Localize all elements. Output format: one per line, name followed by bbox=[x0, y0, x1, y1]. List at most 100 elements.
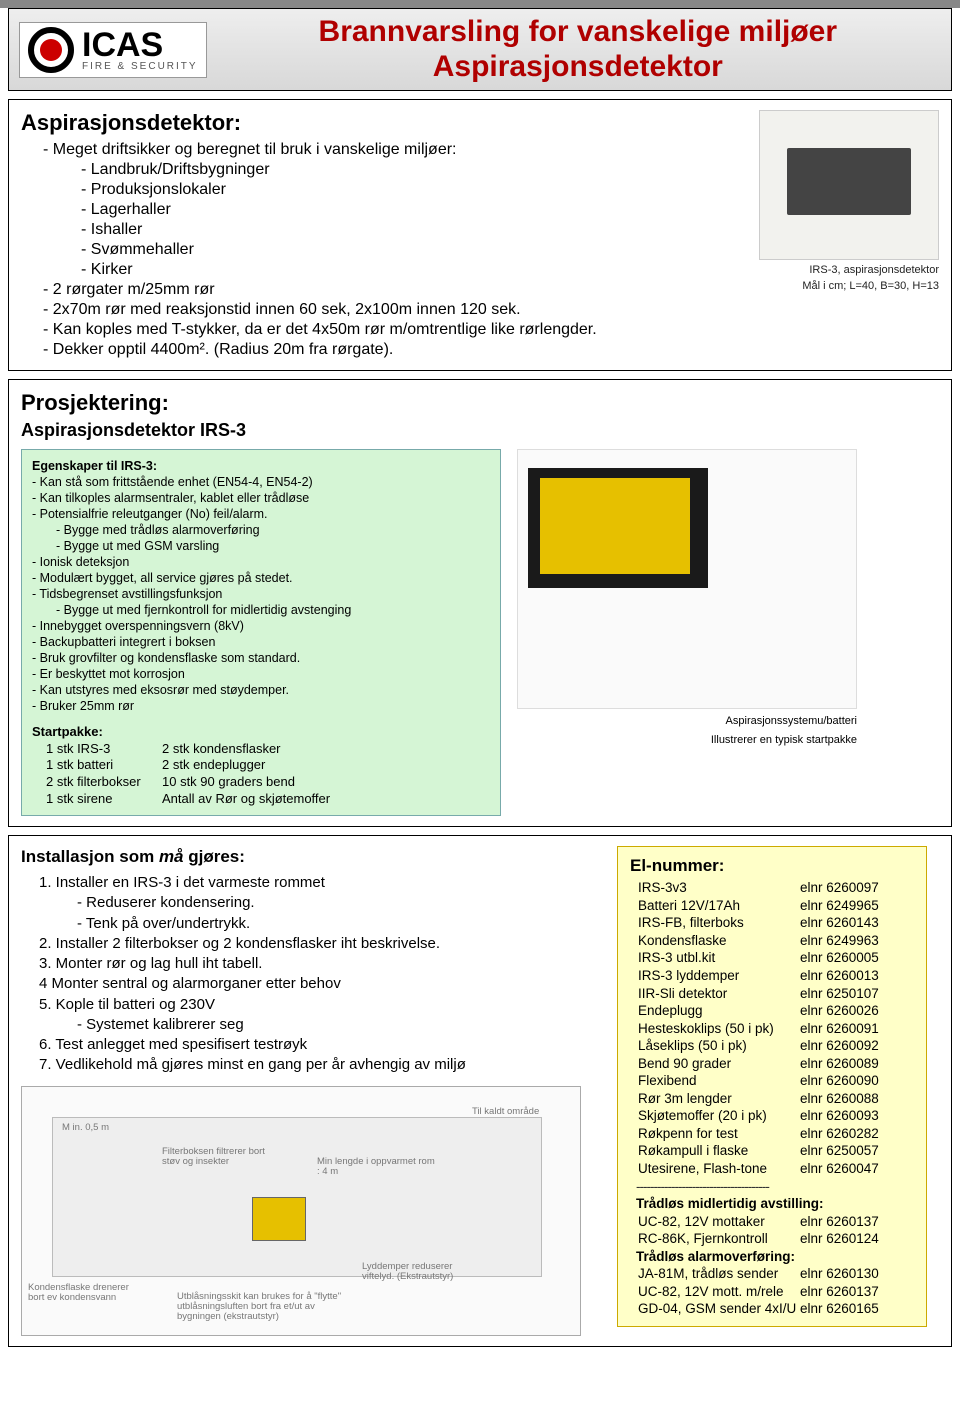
page-header: ICAS FIRE & SECURITY Brannvarsling for v… bbox=[8, 8, 952, 91]
elnr-row: Rør 3m lengderelnr 6260088 bbox=[630, 1090, 914, 1108]
section-installasjon: Installasjon som må gjøres: 1. Installer… bbox=[8, 835, 952, 1346]
section1-line: - Svømmehaller bbox=[21, 240, 703, 260]
section1-line: - Dekker opptil 4400m². (Radius 20m fra … bbox=[21, 340, 703, 360]
elnr-row: GD-04, GSM sender 4xI/Uelnr 6260165 bbox=[630, 1300, 914, 1318]
elnr-code: elnr 6260143 bbox=[800, 914, 879, 932]
elnr-name: Bend 90 grader bbox=[630, 1055, 800, 1073]
product-photo-irs3 bbox=[759, 110, 939, 260]
elnr-code: elnr 6249963 bbox=[800, 932, 879, 950]
section1-line: - Landbruk/Driftsbygninger bbox=[21, 160, 703, 180]
logo-sub: FIRE & SECURITY bbox=[82, 62, 198, 72]
kit-photo-block: Aspirasjonssystemu/batteri Illustrerer e… bbox=[517, 449, 857, 746]
elnr-code: elnr 6260088 bbox=[800, 1090, 879, 1108]
irs3-property-line: - Bygge ut med fjernkontroll for midlert… bbox=[32, 602, 490, 618]
elnr-code: elnr 6260093 bbox=[800, 1107, 879, 1125]
section2-subtitle: Aspirasjonsdetektor IRS-3 bbox=[21, 420, 939, 441]
section1-line: - 2 rørgater m/25mm rør bbox=[21, 280, 703, 300]
diag-note-1: M in. 0,5 m bbox=[62, 1123, 109, 1133]
section2-title: Prosjektering: bbox=[21, 390, 939, 416]
elnr-code: elnr 6260137 bbox=[800, 1213, 879, 1231]
elnr-name: Røkpenn for test bbox=[630, 1125, 800, 1143]
photo-caption-2: Mål i cm; L=40, B=30, H=13 bbox=[719, 280, 939, 292]
elnr-name: Utesirene, Flash-tone bbox=[630, 1160, 800, 1178]
elnr-name: Låseklips (50 i pk) bbox=[630, 1037, 800, 1055]
elnr-row: IRS-3 utbl.kitelnr 6260005 bbox=[630, 949, 914, 967]
elnr-code: elnr 6260026 bbox=[800, 1002, 879, 1020]
section1-photo: IRS-3, aspirasjonsdetektor Mål i cm; L=4… bbox=[719, 110, 939, 360]
elnr-name: IRS-3v3 bbox=[630, 879, 800, 897]
elnr-code: elnr 6260165 bbox=[800, 1300, 879, 1318]
elnr-name: Rør 3m lengder bbox=[630, 1090, 800, 1108]
elnr-code: elnr 6249965 bbox=[800, 897, 879, 915]
elnr-name: Skjøtemoffer (20 i pk) bbox=[630, 1107, 800, 1125]
elnr-code: elnr 6250057 bbox=[800, 1142, 879, 1160]
elnr-row: Røkpenn for testelnr 6260282 bbox=[630, 1125, 914, 1143]
elnr-code: elnr 6260124 bbox=[800, 1230, 879, 1248]
diag-note-2: Filterboksen filtrerer bort støv og inse… bbox=[162, 1147, 272, 1167]
install-step: 1. Installer en IRS-3 i det varmeste rom… bbox=[21, 873, 601, 893]
elnr-name: Endeplugg bbox=[630, 1002, 800, 1020]
elnr-name: JA-81M, trådløs sender bbox=[630, 1265, 800, 1283]
kit-row: 1 stk sireneAntall av Rør og skjøtemoffe… bbox=[32, 791, 490, 808]
company-logo: ICAS FIRE & SECURITY bbox=[19, 22, 207, 78]
elnr-code: elnr 6260092 bbox=[800, 1037, 879, 1055]
photo-caption-1: IRS-3, aspirasjonsdetektor bbox=[719, 264, 939, 276]
kit-cap-2: Illustrerer en typisk startpakke bbox=[517, 734, 857, 747]
elnr-row: Røkampull i flaskeelnr 6250057 bbox=[630, 1142, 914, 1160]
irs3-property-line: - Kan tilkoples alarmsentraler, kablet e… bbox=[32, 490, 490, 506]
elnr-code: elnr 6260130 bbox=[800, 1265, 879, 1283]
diag-note-6: Lyddemper reduserer viftelyd. (Ekstrauts… bbox=[362, 1262, 472, 1282]
elnr-row: Låseklips (50 i pk)elnr 6260092 bbox=[630, 1037, 914, 1055]
elnr-name: RC-86K, Fjernkontroll bbox=[630, 1230, 800, 1248]
install-step: 3. Monter rør og lag hull iht tabell. bbox=[21, 954, 601, 974]
elnr-code: elnr 6260013 bbox=[800, 967, 879, 985]
kit-c1: 1 stk sirene bbox=[32, 791, 162, 808]
elnr-row: Skjøtemoffer (20 i pk)elnr 6260093 bbox=[630, 1107, 914, 1125]
install-step: - Reduserer kondensering. bbox=[21, 893, 601, 913]
kit-row: 1 stk batteri2 stk endeplugger bbox=[32, 757, 490, 774]
elnr-row: IRS-3 lyddemperelnr 6260013 bbox=[630, 967, 914, 985]
elnr-code: elnr 6250107 bbox=[800, 985, 879, 1003]
elnr-card: El-nummer: IRS-3v3elnr 6260097Batteri 12… bbox=[617, 846, 927, 1327]
elnr-row: UC-82, 12V mott. m/releelnr 6260137 bbox=[630, 1283, 914, 1301]
elnr-row: UC-82, 12V mottakerelnr 6260137 bbox=[630, 1213, 914, 1231]
elnr-row: Hesteskoklips (50 i pk)elnr 6260091 bbox=[630, 1020, 914, 1038]
irs3-property-line: - Tidsbegrenset avstillingsfunksjon bbox=[32, 586, 490, 602]
diag-note-4: Til kaldt område bbox=[472, 1107, 542, 1117]
section1-line: - Kirker bbox=[21, 260, 703, 280]
irs3-property-line: - Innebygget overspenningsvern (8kV) bbox=[32, 618, 490, 634]
elnr-code: elnr 6260090 bbox=[800, 1072, 879, 1090]
logo-mark-icon bbox=[28, 27, 74, 73]
kit-c2: Antall av Rør og skjøtemoffer bbox=[162, 791, 330, 808]
elnr-code: elnr 6260047 bbox=[800, 1160, 879, 1178]
elnr-name: IRS-FB, filterboks bbox=[630, 914, 800, 932]
install-step: - Tenk på over/undertrykk. bbox=[21, 914, 601, 934]
elnr-name: IRS-3 utbl.kit bbox=[630, 949, 800, 967]
irs3-property-line: - Er beskyttet mot korrosjon bbox=[32, 666, 490, 682]
kit-c1: 1 stk batteri bbox=[32, 757, 162, 774]
elnr-name: Flexibend bbox=[630, 1072, 800, 1090]
irs3-property-line: - Modulært bygget, all service gjøres på… bbox=[32, 570, 490, 586]
install-step: 6. Test anlegget med spesifisert testrøy… bbox=[21, 1035, 601, 1055]
page-title: Brannvarsling for vanskelige miljøer Asp… bbox=[215, 15, 941, 84]
elnr-row: Bend 90 graderelnr 6260089 bbox=[630, 1055, 914, 1073]
install-step: 5. Kople til batteri og 230V bbox=[21, 995, 601, 1015]
diag-note-3: Min lengde i oppvarmet rom : 4 m bbox=[317, 1157, 437, 1177]
elnr-name: GD-04, GSM sender 4xI/U bbox=[630, 1300, 800, 1318]
elnr-name: UC-82, 12V mottaker bbox=[630, 1213, 800, 1231]
elnr-code: elnr 6260091 bbox=[800, 1020, 879, 1038]
irs3-property-line: - Bruk grovfilter og kondensflaske som s… bbox=[32, 650, 490, 666]
elnr-row: IRS-3v3elnr 6260097 bbox=[630, 879, 914, 897]
install-diagram: M in. 0,5 m Filterboksen filtrerer bort … bbox=[21, 1086, 581, 1336]
install-step: 2. Installer 2 filterbokser og 2 kondens… bbox=[21, 934, 601, 954]
install-step: 7. Vedlikehold må gjøres minst en gang p… bbox=[21, 1055, 601, 1075]
title-line-2: Aspirasjonsdetektor bbox=[215, 50, 941, 85]
kit-row: 2 stk filterbokser10 stk 90 graders bend bbox=[32, 774, 490, 791]
irs3-property-line: - Ionisk deteksjon bbox=[32, 554, 490, 570]
elnr-name: Kondensflaske bbox=[630, 932, 800, 950]
section1-line: - Meget driftsikker og beregnet til bruk… bbox=[21, 140, 703, 160]
section1-text: Aspirasjonsdetektor: - Meget driftsikker… bbox=[21, 110, 703, 360]
elnr-name: IIR-Sli detektor bbox=[630, 985, 800, 1003]
kit-cap-1: Aspirasjonssystemu/batteri bbox=[517, 715, 857, 728]
elnr-row: Utesirene, Flash-toneelnr 6260047 bbox=[630, 1160, 914, 1178]
